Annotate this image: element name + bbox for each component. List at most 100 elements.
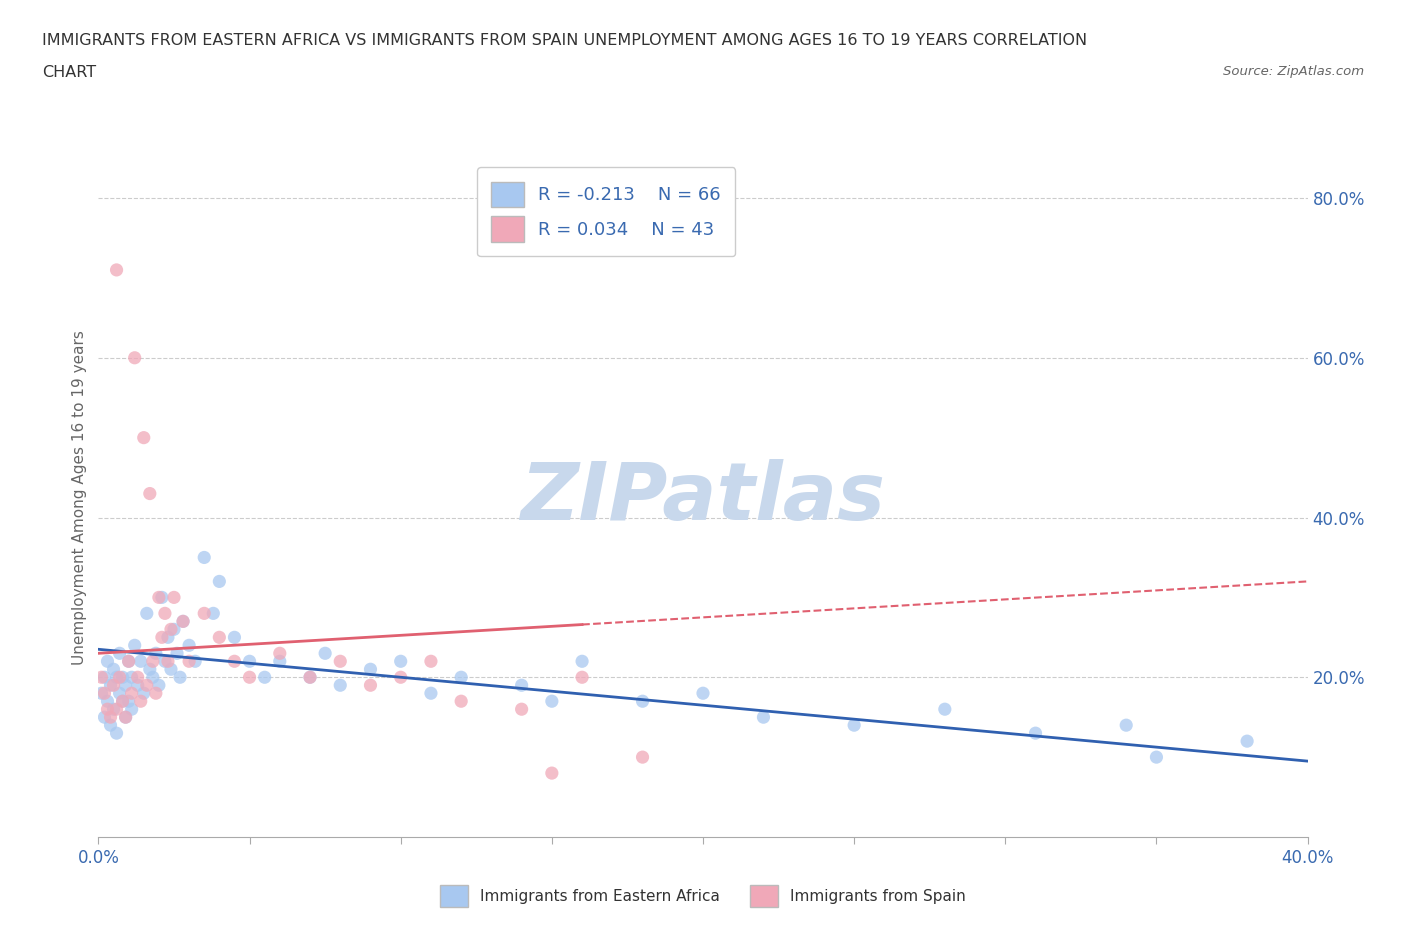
Point xyxy=(160,662,183,677)
Point xyxy=(299,670,322,684)
Point xyxy=(135,678,157,693)
Point xyxy=(193,550,215,565)
Point xyxy=(118,654,141,669)
Point xyxy=(148,590,170,604)
Point xyxy=(844,718,866,733)
Point xyxy=(510,678,533,693)
Point xyxy=(103,662,125,677)
Point xyxy=(103,678,125,693)
Point xyxy=(148,678,170,693)
Point xyxy=(420,685,443,700)
Point xyxy=(145,685,167,700)
Point xyxy=(450,670,472,684)
Point xyxy=(132,685,155,700)
Text: ZIPatlas: ZIPatlas xyxy=(520,458,886,537)
Point xyxy=(108,670,131,684)
Point xyxy=(934,702,956,717)
Point xyxy=(752,710,775,724)
Point xyxy=(90,670,112,684)
Point xyxy=(90,685,112,700)
Point xyxy=(179,654,201,669)
Point xyxy=(142,670,165,684)
Point xyxy=(540,694,562,709)
Point xyxy=(571,654,593,669)
Point xyxy=(224,654,246,669)
Point xyxy=(571,670,593,684)
Point xyxy=(540,765,562,780)
Point xyxy=(114,678,136,693)
Point xyxy=(156,654,179,669)
Point xyxy=(253,670,276,684)
Text: IMMIGRANTS FROM EASTERN AFRICA VS IMMIGRANTS FROM SPAIN UNEMPLOYMENT AMONG AGES : IMMIGRANTS FROM EASTERN AFRICA VS IMMIGR… xyxy=(42,33,1087,47)
Point xyxy=(96,654,118,669)
Point xyxy=(129,654,152,669)
Point xyxy=(156,630,179,644)
Point xyxy=(111,670,134,684)
Point xyxy=(118,694,141,709)
Point xyxy=(145,645,167,660)
Point xyxy=(239,654,262,669)
Point xyxy=(111,694,134,709)
Point xyxy=(389,670,412,684)
Point xyxy=(96,702,118,717)
Point xyxy=(299,670,322,684)
Point xyxy=(124,638,146,653)
Point xyxy=(93,710,115,724)
Point xyxy=(150,630,173,644)
Point xyxy=(150,590,173,604)
Point xyxy=(114,710,136,724)
Point xyxy=(127,678,149,693)
Point xyxy=(208,630,231,644)
Point xyxy=(389,654,412,669)
Point xyxy=(142,654,165,669)
Point xyxy=(329,678,352,693)
Point xyxy=(153,654,176,669)
Point xyxy=(114,710,136,724)
Point xyxy=(105,702,128,717)
Point xyxy=(96,694,118,709)
Point xyxy=(132,431,155,445)
Point xyxy=(105,725,128,740)
Point xyxy=(360,662,382,677)
Point xyxy=(450,694,472,709)
Point xyxy=(100,678,122,693)
Legend: R = -0.213    N = 66, R = 0.034    N = 43: R = -0.213 N = 66, R = 0.034 N = 43 xyxy=(477,167,735,256)
Point xyxy=(160,622,183,637)
Point xyxy=(139,662,162,677)
Point xyxy=(111,694,134,709)
Point xyxy=(631,750,654,764)
Point xyxy=(121,685,143,700)
Point xyxy=(179,638,201,653)
Point xyxy=(163,590,186,604)
Legend: Immigrants from Eastern Africa, Immigrants from Spain: Immigrants from Eastern Africa, Immigran… xyxy=(434,879,972,913)
Y-axis label: Unemployment Among Ages 16 to 19 years: Unemployment Among Ages 16 to 19 years xyxy=(72,330,87,665)
Point xyxy=(208,574,231,589)
Point xyxy=(108,645,131,660)
Point xyxy=(118,654,141,669)
Point xyxy=(166,645,188,660)
Point xyxy=(172,614,194,629)
Point xyxy=(1024,725,1046,740)
Point xyxy=(269,645,291,660)
Point xyxy=(193,606,215,621)
Text: CHART: CHART xyxy=(42,65,96,80)
Point xyxy=(105,262,128,277)
Text: Source: ZipAtlas.com: Source: ZipAtlas.com xyxy=(1223,65,1364,78)
Point xyxy=(631,694,654,709)
Point xyxy=(108,685,131,700)
Point xyxy=(169,670,191,684)
Point xyxy=(314,645,336,660)
Point xyxy=(135,606,157,621)
Point xyxy=(1236,734,1258,749)
Point xyxy=(269,654,291,669)
Point xyxy=(93,670,115,684)
Point xyxy=(184,654,207,669)
Point xyxy=(127,670,149,684)
Point xyxy=(93,685,115,700)
Point xyxy=(105,670,128,684)
Point xyxy=(129,694,152,709)
Point xyxy=(202,606,225,621)
Point xyxy=(121,702,143,717)
Point xyxy=(360,678,382,693)
Point xyxy=(100,710,122,724)
